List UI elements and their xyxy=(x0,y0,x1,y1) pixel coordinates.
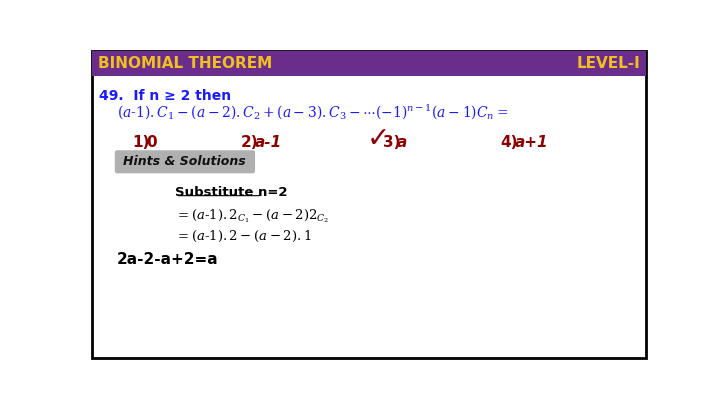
Text: a: a xyxy=(397,135,407,150)
Text: Substitute n=2: Substitute n=2 xyxy=(175,185,288,199)
FancyBboxPatch shape xyxy=(114,150,255,173)
Text: 49.  If n ≥ 2 then: 49. If n ≥ 2 then xyxy=(99,89,231,102)
Text: LEVEL-I: LEVEL-I xyxy=(577,57,640,72)
Text: 4): 4) xyxy=(500,135,518,150)
Text: 3): 3) xyxy=(383,135,400,150)
Text: a+1: a+1 xyxy=(515,135,549,150)
Text: $(a\mathsf{\text{-}}1).C_1-(a-2).C_2+(a-3).C_3-\cdots(-1)^{n-1}(a-1)C_n=$: $(a\mathsf{\text{-}}1).C_1-(a-2).C_2+(a-… xyxy=(117,102,508,122)
FancyBboxPatch shape xyxy=(92,51,646,76)
Text: $=(a\text{-}1).2-(a-2).1$: $=(a\text{-}1).2-(a-2).1$ xyxy=(175,229,312,244)
Text: ✓: ✓ xyxy=(366,125,390,153)
Text: 1): 1) xyxy=(132,135,150,150)
Text: 2): 2) xyxy=(241,135,258,150)
Text: 2a-2-a+2=a: 2a-2-a+2=a xyxy=(117,252,219,267)
Text: BINOMIAL THEOREM: BINOMIAL THEOREM xyxy=(98,57,272,72)
Text: a-1: a-1 xyxy=(254,135,282,150)
FancyBboxPatch shape xyxy=(92,51,646,358)
Text: $=(a\text{-}1).2_{C_1}-(a-2)2_{C_2}$: $=(a\text{-}1).2_{C_1}-(a-2)2_{C_2}$ xyxy=(175,207,330,225)
Text: Hints & Solutions: Hints & Solutions xyxy=(123,155,246,168)
Text: 0: 0 xyxy=(145,135,156,150)
